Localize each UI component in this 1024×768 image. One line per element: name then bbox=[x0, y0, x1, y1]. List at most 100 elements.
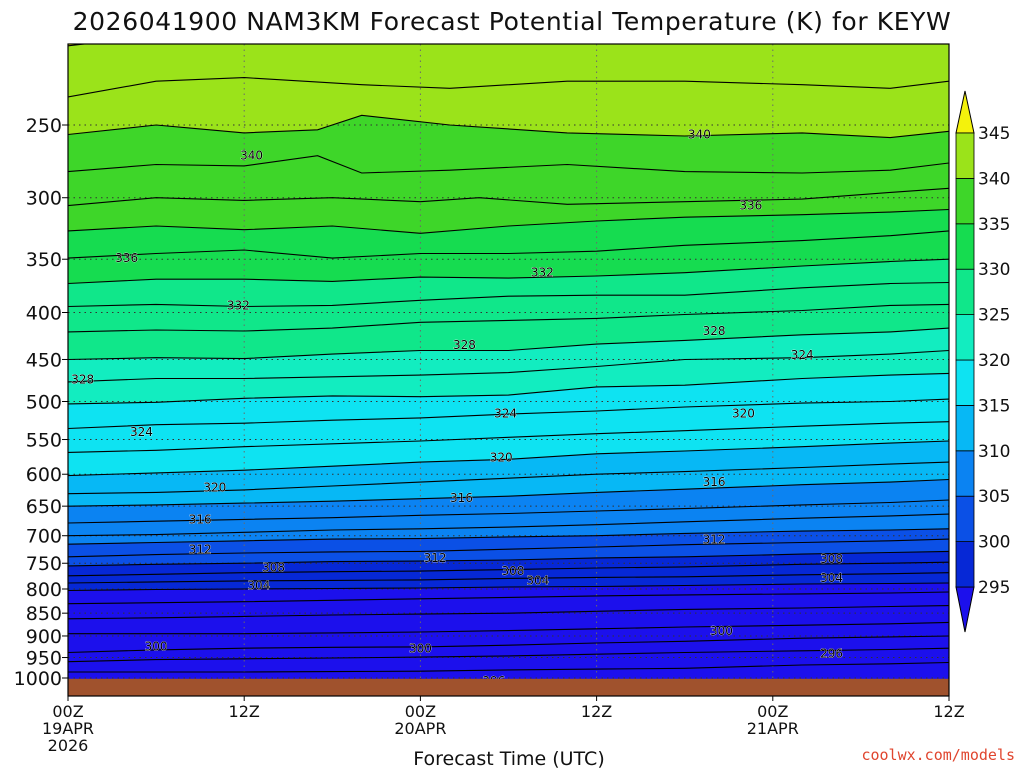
x-tick-label-60-0: 12Z bbox=[933, 702, 964, 721]
theta-band-296-298 bbox=[68, 562, 949, 583]
contour-312k bbox=[68, 461, 949, 495]
contour-label-340: 340 bbox=[688, 127, 711, 141]
theta-band-340-342 bbox=[68, 77, 949, 138]
color-fill-layer bbox=[68, 44, 949, 696]
contour-330k bbox=[68, 258, 949, 285]
contour-300k bbox=[68, 550, 949, 567]
x-tick-label-48-1: 21APR bbox=[747, 719, 799, 738]
contour-342k bbox=[68, 77, 949, 98]
colorbar-label-340: 340 bbox=[978, 169, 1010, 189]
contour-label-300: 300 bbox=[145, 639, 168, 653]
contour-306k bbox=[68, 513, 949, 537]
theta-band-306-308 bbox=[68, 500, 949, 536]
colorbar-label-320: 320 bbox=[978, 351, 1010, 371]
colorbar-swatch-335-340 bbox=[955, 177, 975, 225]
contour-334k bbox=[68, 208, 949, 234]
y-tick-label-250: 250 bbox=[26, 115, 62, 137]
contour-label-304: 304 bbox=[247, 578, 270, 592]
colorbar: 295 300 305 310 315 320 325 330 335 340 345 bbox=[955, 90, 1010, 633]
contour-284k bbox=[68, 647, 949, 663]
x-tick-label-36-0: 12Z bbox=[581, 702, 612, 721]
y-tick-label-500: 500 bbox=[26, 392, 62, 414]
y-tick-label-1000: 1000 bbox=[14, 668, 62, 690]
theta-band-332-334 bbox=[68, 209, 949, 259]
chart-title: 2026041900 NAM3KM Forecast Potential Tem… bbox=[73, 7, 952, 36]
contour-label-324: 324 bbox=[791, 348, 814, 362]
contour-328k bbox=[68, 281, 949, 308]
theta-band-318-320 bbox=[68, 373, 949, 429]
contour-298k bbox=[68, 561, 949, 577]
theta-band-292-294 bbox=[68, 583, 949, 604]
colorbar-top-arrow bbox=[955, 90, 975, 134]
grid-lines bbox=[67, 44, 950, 696]
y-tick-label-650: 650 bbox=[26, 496, 62, 518]
contour-340k bbox=[68, 114, 949, 139]
contour-286k bbox=[68, 635, 949, 654]
contour-label-312: 312 bbox=[189, 543, 212, 557]
contour-label-328: 328 bbox=[453, 338, 476, 352]
x-tick-label-0-0: 00Z bbox=[52, 702, 83, 721]
y-axis: 2503003504004505005506006507007508008509… bbox=[14, 115, 68, 690]
contour-294k bbox=[68, 582, 949, 592]
theta-band-322-324 bbox=[68, 328, 949, 382]
contour-label-340: 340 bbox=[240, 149, 263, 163]
colorbar-label-310: 310 bbox=[978, 442, 1010, 462]
contour-310k bbox=[68, 478, 949, 507]
theta-band-282-284 bbox=[68, 648, 949, 672]
colorbar-swatch-295-300 bbox=[955, 541, 975, 588]
x-tick-label-24-1: 20APR bbox=[394, 719, 446, 738]
contour-316k bbox=[68, 421, 949, 453]
y-tick-label-950: 950 bbox=[26, 648, 62, 670]
theta-band-290-292 bbox=[68, 592, 949, 619]
y-tick-label-450: 450 bbox=[26, 349, 62, 371]
contour-label-312: 312 bbox=[424, 551, 447, 565]
contour-338k bbox=[68, 155, 949, 174]
y-tick-label-750: 750 bbox=[26, 553, 62, 575]
contour-292k bbox=[68, 591, 949, 605]
contour-label-316: 316 bbox=[450, 491, 473, 505]
y-tick-label-350: 350 bbox=[26, 249, 62, 271]
y-tick-label-300: 300 bbox=[26, 188, 62, 210]
contour-label-332: 332 bbox=[531, 266, 554, 280]
contour-336k bbox=[68, 187, 949, 207]
y-tick-label-800: 800 bbox=[26, 579, 62, 601]
contour-322k bbox=[68, 349, 949, 383]
ground-surface bbox=[68, 678, 949, 696]
theta-band-300-302 bbox=[68, 539, 949, 566]
contour-label-324: 324 bbox=[130, 425, 153, 439]
theta-band-320-322 bbox=[68, 350, 949, 404]
theta-band-324-326 bbox=[68, 304, 949, 360]
colorbar-label-315: 315 bbox=[978, 396, 1010, 416]
contour-label-316: 316 bbox=[703, 475, 726, 489]
contour-326k bbox=[68, 303, 949, 333]
contour-label-320: 320 bbox=[490, 450, 513, 464]
theta-band-288-290 bbox=[68, 605, 949, 634]
contour-314k bbox=[68, 440, 949, 477]
colorbar-label-295: 295 bbox=[978, 578, 1010, 598]
x-axis-label: Forecast Time (UTC) bbox=[413, 748, 604, 768]
colorbar-swatch-300-305 bbox=[955, 495, 975, 543]
colorbar-label-325: 325 bbox=[978, 306, 1010, 326]
contour-label-304: 304 bbox=[820, 571, 843, 585]
contour-282k bbox=[68, 661, 949, 673]
theta-band-314-316 bbox=[68, 421, 949, 476]
contour-lines bbox=[68, 44, 949, 673]
contour-label-296: 296 bbox=[820, 646, 843, 660]
colorbar-swatch-325-330 bbox=[955, 268, 975, 316]
contour-290k bbox=[68, 605, 949, 620]
theta-band-338-340 bbox=[68, 115, 949, 173]
contour-label-308: 308 bbox=[501, 564, 524, 578]
colorbar-swatch-315-320 bbox=[955, 359, 975, 406]
y-tick-label-850: 850 bbox=[26, 603, 62, 625]
y-tick-label-700: 700 bbox=[26, 526, 62, 548]
x-tick-label-0-1: 19APR bbox=[42, 719, 94, 738]
y-tick-label-900: 900 bbox=[26, 626, 62, 648]
contour-label-332: 332 bbox=[227, 298, 250, 312]
y-tick-label-550: 550 bbox=[26, 430, 62, 452]
contour-318k bbox=[68, 398, 949, 430]
theta-band-310-312 bbox=[68, 462, 949, 507]
theta-band-328-330 bbox=[68, 259, 949, 307]
colorbar-label-335: 335 bbox=[978, 215, 1010, 235]
